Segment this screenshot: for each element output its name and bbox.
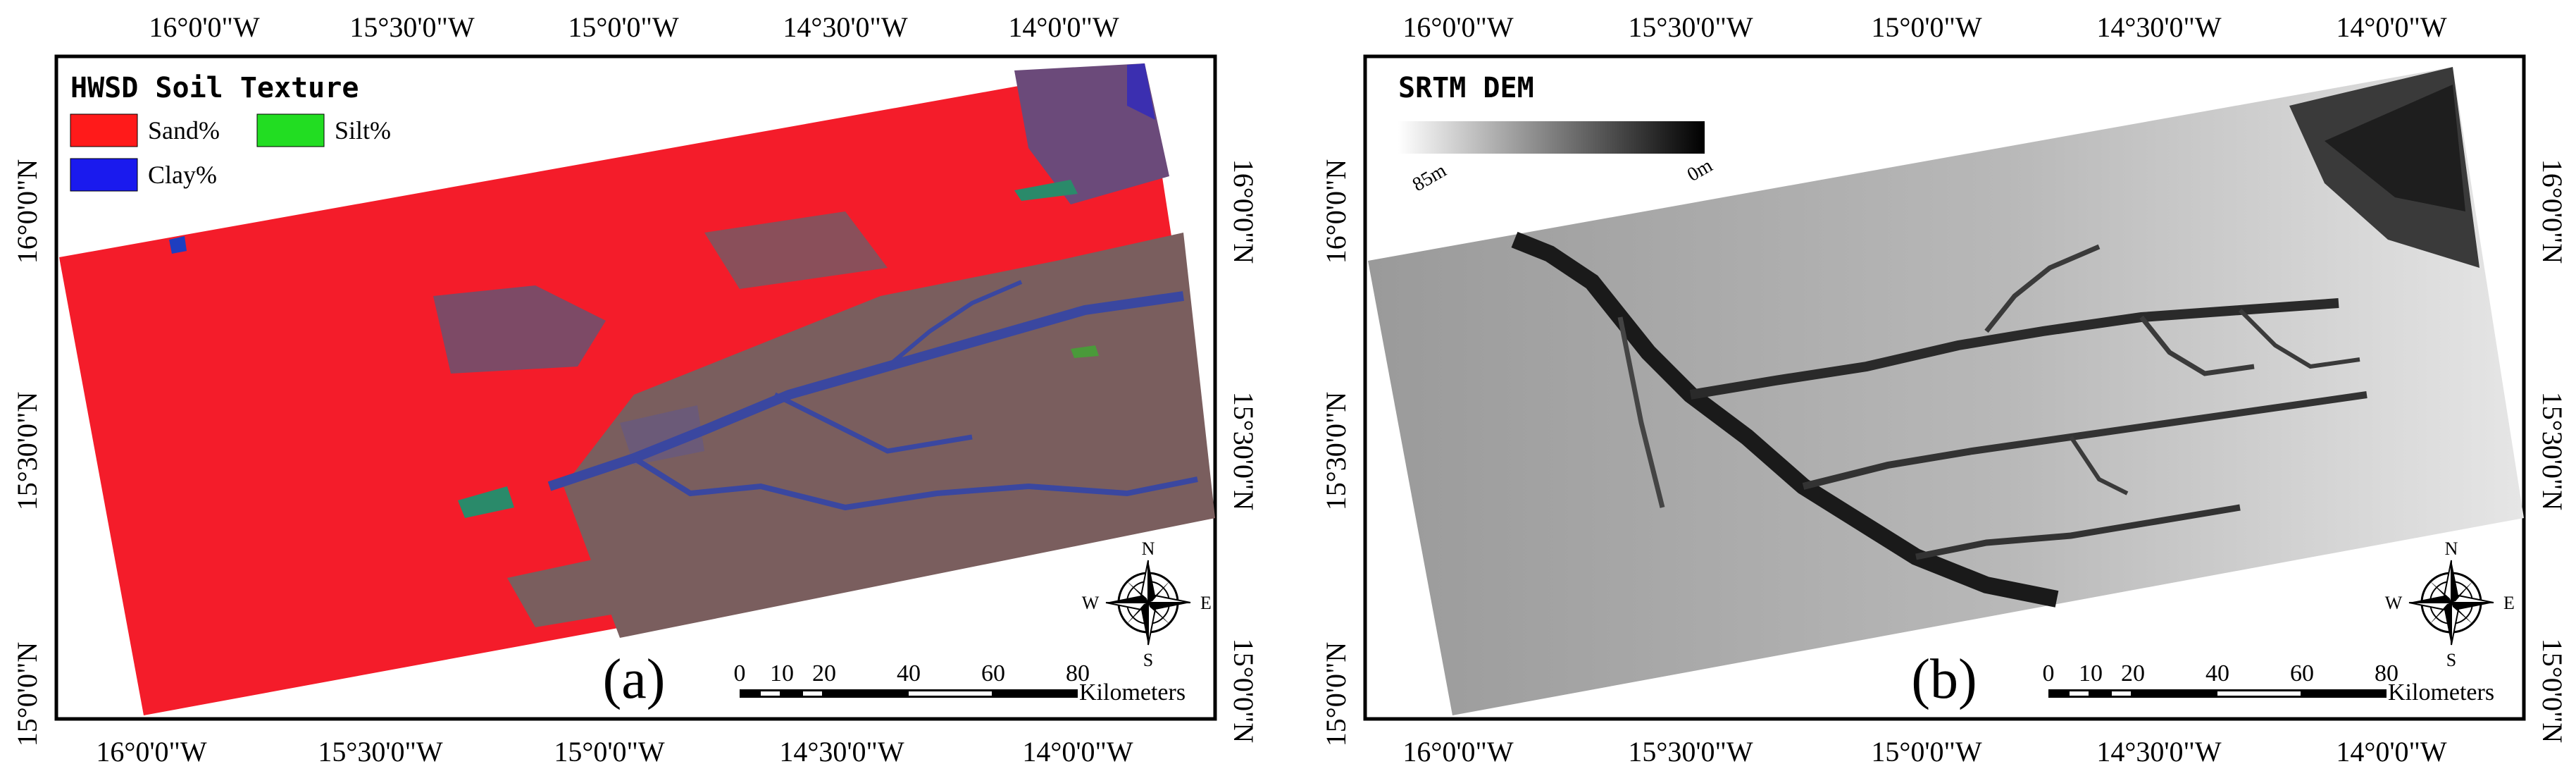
scale-tick-40: 40	[897, 660, 921, 686]
legend-colorbar	[1398, 121, 1705, 154]
lon-label-top-2: 15°30'0"W	[349, 11, 475, 43]
compass-w: W	[1082, 593, 1100, 613]
legend-swatch-silt	[256, 113, 325, 147]
lon-label-top-5: 14°0'0"W	[1008, 11, 1119, 43]
legend-label-sand: Sand%	[148, 116, 220, 144]
soil-texture-raster	[59, 63, 1215, 715]
north-arrow-icon: N S E W	[1082, 538, 1212, 670]
panel-b: 16°0'0"W 15°30'0"W 15°0'0"W 14°30'0"W 14…	[1320, 11, 2568, 768]
lon-label-top-1: 16°0'0"W	[149, 11, 260, 43]
lon-label-bottom-5: 14°0'0"W	[2336, 736, 2447, 768]
lon-label-bottom-4: 14°30'0"W	[2096, 736, 2222, 768]
lon-label-top-3: 15°0'0"W	[568, 11, 679, 43]
lon-label-bottom-4: 14°30'0"W	[779, 736, 904, 768]
panel-label-a: (a)	[603, 648, 666, 710]
lon-label-bottom-3: 15°0'0"W	[554, 736, 665, 768]
scale-tick-80: 80	[2375, 660, 2398, 686]
legend-title: SRTM DEM	[1398, 72, 1534, 104]
scale-tick-10: 10	[2079, 660, 2103, 686]
legend-swatch-sand	[70, 113, 138, 147]
compass-e: E	[2503, 593, 2515, 613]
lat-label-right-2: 15°30'0"N	[1228, 392, 1259, 510]
scale-tick-40: 40	[2205, 660, 2229, 686]
lat-label-left-1: 16°0'0"N	[1320, 159, 1352, 264]
scale-unit: Kilometers	[1079, 679, 1186, 706]
scale-tick-0: 0	[734, 660, 746, 686]
scale-tick-60: 60	[981, 660, 1005, 686]
legend-swatch-clay	[70, 158, 138, 192]
scale-bar: 0 10 20 40 60 80 Kilometers	[734, 660, 1186, 706]
lon-label-top-1: 16°0'0"W	[1402, 11, 1514, 43]
lat-label-right-3: 15°0'0"N	[2537, 639, 2568, 743]
scale-tick-80: 80	[1066, 660, 1090, 686]
lat-label-left-2: 15°30'0"N	[1320, 392, 1352, 510]
compass-n: N	[1142, 538, 1155, 559]
lon-label-top-5: 14°0'0"W	[2336, 11, 2447, 43]
soil-legend: HWSD Soil Texture Sand% Silt% Clay%	[70, 72, 391, 192]
lat-label-right-3: 15°0'0"N	[1228, 639, 1259, 743]
lon-label-bottom-2: 15°30'0"W	[318, 736, 443, 768]
lon-label-top-4: 14°30'0"W	[2096, 11, 2222, 43]
legend-label-clay: Clay%	[148, 161, 217, 189]
compass-s: S	[1143, 650, 1153, 670]
lon-label-top-2: 15°30'0"W	[1628, 11, 1753, 43]
scale-tick-20: 20	[812, 660, 836, 686]
compass-s: S	[2446, 650, 2456, 670]
lat-label-right-1: 16°0'0"N	[1228, 159, 1259, 264]
legend-title: HWSD Soil Texture	[70, 72, 359, 104]
lon-label-top-4: 14°30'0"W	[783, 11, 908, 43]
lon-label-bottom-3: 15°0'0"W	[1871, 736, 1982, 768]
scale-tick-0: 0	[2043, 660, 2055, 686]
lon-label-bottom-1: 16°0'0"W	[1402, 736, 1514, 768]
scale-tick-10: 10	[770, 660, 794, 686]
lat-label-right-2: 15°30'0"N	[2537, 392, 2568, 510]
lat-label-left-1: 16°0'0"N	[11, 159, 43, 264]
lon-label-top-3: 15°0'0"W	[1871, 11, 1982, 43]
scale-unit: Kilometers	[2388, 679, 2494, 706]
lon-label-bottom-5: 14°0'0"W	[1022, 736, 1133, 768]
compass-n: N	[2445, 538, 2458, 559]
lon-label-bottom-2: 15°30'0"W	[1628, 736, 1753, 768]
scale-bar: 0 10 20 40 60 80 Kilometers	[2043, 660, 2495, 706]
lat-label-left-3: 15°0'0"N	[11, 642, 43, 746]
panel-label-b: (b)	[1911, 648, 1977, 710]
compass-e: E	[1200, 593, 1212, 613]
scale-tick-20: 20	[2121, 660, 2145, 686]
scale-tick-60: 60	[2290, 660, 2314, 686]
dem-raster	[1368, 67, 2524, 715]
lon-label-bottom-1: 16°0'0"W	[96, 736, 207, 768]
legend-label-silt: Silt%	[335, 116, 391, 144]
panel-a: 16°0'0"W 15°30'0"W 15°0'0"W 14°30'0"W 14…	[11, 11, 1259, 768]
lat-label-left-2: 15°30'0"N	[11, 392, 43, 510]
compass-w: W	[2385, 593, 2403, 613]
north-arrow-icon: N S E W	[2385, 538, 2515, 670]
lat-label-left-3: 15°0'0"N	[1320, 642, 1352, 746]
lat-label-right-1: 16°0'0"N	[2537, 159, 2568, 264]
